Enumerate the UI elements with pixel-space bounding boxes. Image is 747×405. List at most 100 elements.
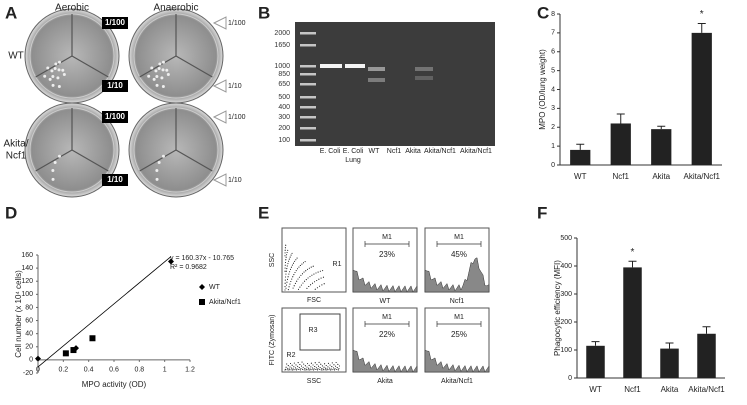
dot bbox=[316, 287, 318, 289]
ladder-band bbox=[300, 83, 316, 86]
colony bbox=[165, 68, 169, 72]
dot bbox=[303, 369, 305, 371]
dot bbox=[287, 249, 289, 251]
divider bbox=[139, 149, 177, 172]
dot bbox=[284, 247, 286, 249]
panel-letter: E bbox=[258, 203, 269, 222]
marker-label: M1 bbox=[454, 314, 464, 321]
dot bbox=[297, 365, 299, 367]
ladder-band bbox=[300, 44, 316, 47]
histogram-label: Akita bbox=[377, 378, 393, 385]
dot bbox=[314, 281, 316, 283]
dot bbox=[318, 361, 320, 363]
legend-marker bbox=[199, 284, 205, 290]
dot bbox=[284, 369, 286, 371]
dot bbox=[294, 282, 296, 284]
legend-label: WT bbox=[209, 284, 221, 291]
colony bbox=[152, 77, 156, 81]
dot-plot bbox=[281, 227, 347, 293]
dot bbox=[322, 276, 324, 278]
histogram-label: Ncf1 bbox=[450, 298, 465, 305]
dot bbox=[286, 254, 288, 256]
dot bbox=[287, 365, 289, 367]
bar bbox=[697, 333, 716, 378]
dot bbox=[301, 361, 303, 363]
gate-label: R3 bbox=[309, 327, 318, 334]
dot bbox=[290, 281, 292, 283]
dot bbox=[323, 366, 325, 368]
ladder-label: 1000 bbox=[274, 63, 290, 70]
dot bbox=[330, 368, 332, 370]
error-bar bbox=[702, 326, 711, 334]
dot bbox=[302, 262, 304, 264]
dot bbox=[296, 369, 298, 371]
gate-label: R2 bbox=[287, 352, 296, 359]
dot bbox=[314, 288, 316, 290]
bar bbox=[660, 348, 679, 378]
dot bbox=[334, 369, 335, 371]
colony bbox=[46, 66, 50, 70]
ladder-label: 200 bbox=[278, 125, 290, 132]
dilution-label: 1/10 bbox=[228, 177, 242, 184]
colony bbox=[155, 74, 159, 78]
dot bbox=[286, 369, 288, 371]
row-label: Akita/ bbox=[3, 139, 28, 150]
sample-band bbox=[415, 76, 433, 80]
dot bbox=[290, 369, 292, 371]
dot bbox=[328, 369, 330, 371]
dot bbox=[336, 368, 338, 370]
divider bbox=[35, 149, 73, 172]
y-tick-label: 3 bbox=[551, 105, 555, 112]
dot bbox=[298, 276, 300, 278]
dot bbox=[322, 270, 324, 272]
trendline bbox=[37, 256, 172, 368]
lane-label: WT bbox=[369, 148, 381, 155]
dot bbox=[319, 270, 321, 272]
colony bbox=[62, 72, 66, 76]
gate-label: R1 bbox=[333, 261, 342, 268]
dot bbox=[304, 261, 306, 263]
dilution-label: 1/100 bbox=[228, 114, 246, 121]
dot bbox=[313, 273, 315, 275]
dilution-arrow bbox=[212, 16, 227, 30]
ladder-label: 2000 bbox=[274, 30, 290, 37]
lane-label: Ncf1 bbox=[387, 148, 402, 155]
y-tick-label: 7 bbox=[551, 30, 555, 37]
colony bbox=[61, 68, 65, 72]
dot bbox=[305, 270, 307, 272]
axis-label: SSC bbox=[307, 378, 321, 385]
dot bbox=[309, 368, 311, 370]
y-tick-label: 0 bbox=[568, 375, 572, 382]
colony bbox=[48, 77, 52, 81]
dot bbox=[310, 362, 312, 364]
divider bbox=[35, 55, 73, 78]
dot bbox=[319, 285, 321, 287]
ladder-band bbox=[300, 127, 316, 130]
dot bbox=[316, 364, 318, 366]
dot bbox=[301, 263, 303, 265]
dot bbox=[335, 365, 337, 367]
y-tick-label: 20 bbox=[25, 344, 33, 351]
colony bbox=[161, 68, 165, 72]
colony bbox=[57, 68, 61, 72]
point bbox=[89, 335, 96, 342]
dot bbox=[291, 278, 293, 280]
y-tick-label: -20 bbox=[23, 370, 33, 377]
x-tick-label: Ncf1 bbox=[613, 172, 630, 181]
bar bbox=[570, 149, 591, 165]
ladder-band bbox=[300, 106, 316, 109]
dot bbox=[305, 369, 307, 371]
percent-label: 45% bbox=[451, 250, 467, 259]
dot bbox=[331, 362, 333, 364]
y-tick-label: 500 bbox=[560, 235, 572, 242]
x-tick-label: 1.2 bbox=[185, 367, 195, 374]
y-tick-label: 0 bbox=[29, 357, 33, 364]
row-label: Ncf1 bbox=[6, 151, 27, 162]
dot bbox=[333, 364, 335, 366]
dot bbox=[293, 274, 295, 276]
dot bbox=[289, 268, 291, 270]
dilution-label: 1/100 bbox=[105, 112, 126, 121]
dot bbox=[291, 364, 293, 366]
error-bar bbox=[665, 342, 674, 349]
